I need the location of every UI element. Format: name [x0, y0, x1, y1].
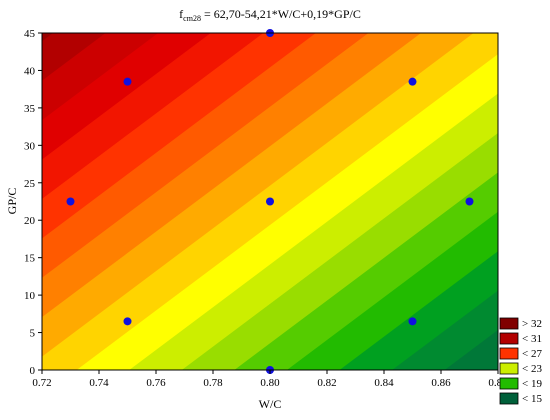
x-tick-label: 0.84 — [374, 377, 394, 389]
y-axis-ticks: 0 5 10 15 20 25 30 35 40 45 — [24, 28, 42, 377]
y-tick-label: 20 — [24, 215, 36, 227]
x-tick-label: 0.76 — [146, 377, 166, 389]
data-point-2 — [408, 77, 417, 86]
x-tick-label: 0.80 — [260, 377, 280, 389]
legend-swatch — [499, 392, 519, 405]
y-tick-label: 5 — [30, 328, 36, 340]
legend-label: > 32 — [522, 318, 542, 330]
legend-label: < 27 — [522, 348, 542, 360]
contour-band-11 — [76, 54, 498, 370]
x-tick-label: 0.78 — [203, 377, 223, 389]
x-tick-label: 0.86 — [431, 377, 451, 389]
legend-swatch — [499, 332, 519, 345]
data-point-7 — [408, 317, 417, 326]
legend-swatch — [499, 317, 519, 330]
contour-band-17 — [392, 290, 498, 370]
legend: > 32 < 31 < 27 < 23 < 19 < 15 — [499, 317, 542, 405]
legend-swatch — [499, 362, 519, 375]
data-point-5 — [465, 197, 474, 206]
contour-band-14 — [234, 172, 498, 370]
y-tick-label: 30 — [24, 140, 36, 152]
y-tick-label: 45 — [24, 28, 36, 40]
contour-band-16 — [339, 251, 498, 370]
x-tick-label: 0.72 — [32, 377, 51, 389]
contour-band-15 — [286, 211, 498, 370]
y-tick-label: 10 — [24, 290, 36, 302]
x-tick-label: 0.74 — [89, 377, 109, 389]
legend-label: < 31 — [522, 333, 542, 345]
data-point-0 — [123, 77, 132, 86]
data-points — [66, 29, 474, 374]
contour-band-12 — [129, 93, 498, 370]
x-tick-label: 0.82 — [317, 377, 336, 389]
legend-label: < 19 — [522, 378, 542, 390]
chart-title: fcm28 = 62,70-54,21*W/C+0,19*GP/C — [179, 7, 361, 23]
contour-band-13 — [181, 132, 498, 370]
contour-band-18 — [444, 330, 498, 370]
y-axis-label: GP/C — [5, 188, 19, 215]
legend-swatch — [499, 347, 519, 360]
y-tick-label: 0 — [30, 365, 36, 377]
data-point-3 — [66, 197, 75, 206]
x-axis-ticks: 0.72 0.74 0.76 0.78 0.80 0.82 0.84 0.86 0.88 — [32, 370, 508, 389]
data-point-4 — [266, 197, 274, 206]
legend-label: < 15 — [522, 393, 542, 405]
x-axis-label: W/C — [259, 397, 282, 411]
y-tick-label: 35 — [24, 103, 36, 115]
data-point-6 — [123, 317, 132, 326]
legend-swatch — [499, 377, 519, 390]
y-tick-label: 15 — [24, 253, 36, 265]
legend-label: < 23 — [522, 363, 542, 375]
y-tick-label: 25 — [24, 178, 36, 190]
y-tick-label: 40 — [24, 65, 36, 77]
